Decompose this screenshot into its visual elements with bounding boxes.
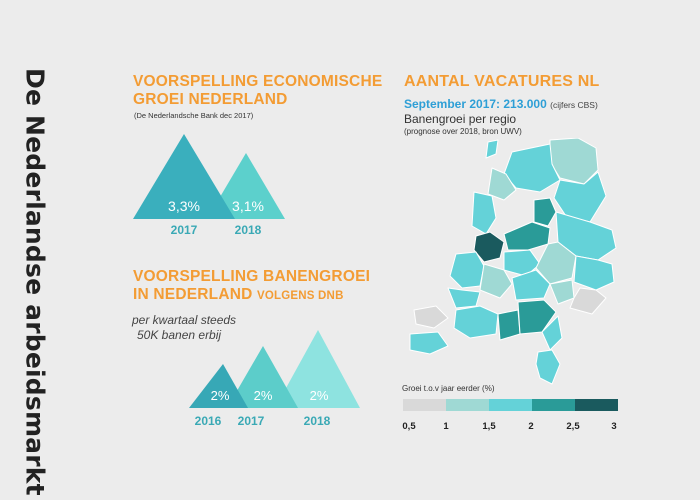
year-2018: 2018 bbox=[234, 223, 262, 237]
economic-source: (De Nederlandsche Bank dec 2017) bbox=[134, 111, 254, 120]
region-rijnmond bbox=[447, 287, 481, 309]
jobs-note-line1: per kwartaal steeds bbox=[132, 313, 237, 327]
vacancies-subtitle: Banengroei per regio bbox=[404, 112, 517, 126]
region-noord-limburg bbox=[541, 315, 563, 351]
legend-swatch-5 bbox=[575, 399, 618, 411]
triangle-jobs-2018 bbox=[275, 330, 360, 408]
region-rivierenland bbox=[511, 269, 551, 301]
triangle-jobs-2017 bbox=[227, 346, 298, 408]
jobs-value-2016: 2% bbox=[211, 388, 230, 403]
region-flevoland bbox=[503, 221, 551, 251]
vacancies-highlight: September 2017: 213.000 (cijfers CBS) bbox=[404, 97, 598, 111]
legend-tick-3: 2 bbox=[528, 421, 534, 432]
jobs-year-2016: 2016 bbox=[194, 414, 222, 428]
region-zeeland-islands bbox=[413, 305, 449, 329]
jobs-value-2017: 2% bbox=[254, 388, 273, 403]
triangle-jobs-2016 bbox=[189, 364, 248, 408]
legend-swatch-1 bbox=[403, 399, 446, 411]
jobs-title-line2: IN NEDERLAND bbox=[133, 286, 253, 303]
value-2018: 3,1% bbox=[232, 198, 264, 214]
legend-bar bbox=[403, 399, 618, 411]
jobs-title-suffix: VOLGENS DNB bbox=[257, 290, 344, 302]
region-wadden-island bbox=[485, 139, 499, 159]
legend-tick-1: 1 bbox=[443, 421, 449, 432]
jobs-year-2018: 2018 bbox=[303, 414, 331, 428]
jobs-title: VOORSPELLING BANENGROEI IN NEDERLAND VOL… bbox=[133, 268, 370, 305]
region-zuid-holland bbox=[479, 263, 513, 299]
vacancies-source: (cijfers CBS) bbox=[550, 100, 598, 110]
netherlands-region-map bbox=[409, 138, 617, 385]
region-zeeland bbox=[409, 331, 449, 355]
region-utrecht bbox=[503, 249, 541, 277]
year-2017: 2017 bbox=[170, 223, 198, 237]
legend-swatch-2 bbox=[446, 399, 489, 411]
economic-title-line1: VOORSPELLING ECONOMISCHE bbox=[133, 73, 383, 90]
region-amsterdam-dark bbox=[473, 231, 505, 263]
vacancies-subtitle-note: (prognose over 2018, bron UWV) bbox=[404, 127, 522, 136]
legend-swatch-4 bbox=[532, 399, 575, 411]
legend-tick-0: 0,5 bbox=[402, 421, 416, 432]
jobs-triangles: 2% 2% 2% bbox=[189, 330, 360, 408]
region-noord-holland-top bbox=[471, 191, 497, 235]
legend-title: Groei t.o.v jaar eerder (%) bbox=[402, 384, 495, 393]
region-friesland-west bbox=[487, 167, 517, 201]
economic-triangles: 3,3% 3,1% bbox=[133, 134, 285, 219]
region-east-grey bbox=[569, 287, 607, 315]
jobs-note: per kwartaal steeds 50K banen erbij bbox=[132, 313, 236, 343]
legend-tick-4: 2,5 bbox=[566, 421, 580, 432]
region-zuid-holland-west bbox=[449, 251, 485, 289]
region-arnhem bbox=[549, 279, 575, 305]
triangle-2017 bbox=[133, 134, 235, 219]
legend-tick-5: 3 bbox=[611, 421, 617, 432]
economic-title: VOORSPELLING ECONOMISCHE GROEI NEDERLAND bbox=[133, 73, 382, 109]
jobs-note-line2: 50K banen erbij bbox=[137, 328, 222, 342]
vacancies-count: September 2017: 213.000 bbox=[404, 97, 547, 111]
region-noordoost-brabant bbox=[517, 299, 557, 335]
jobs-value-2018: 2% bbox=[310, 388, 329, 403]
region-west-brabant bbox=[453, 305, 499, 339]
jobs-title-line1: VOORSPELLING BANENGROEI bbox=[133, 268, 371, 285]
region-midden-brabant bbox=[497, 309, 521, 341]
economic-title-line2: GROEI NEDERLAND bbox=[133, 91, 288, 108]
vacancies-title: AANTAL VACATURES NL bbox=[404, 73, 600, 90]
triangle-2018 bbox=[207, 153, 285, 219]
region-gelderland bbox=[535, 241, 577, 285]
region-achterhoek bbox=[573, 255, 615, 291]
legend-swatch-3 bbox=[489, 399, 532, 411]
legend-tick-2: 1,5 bbox=[482, 421, 496, 432]
value-2017: 3,3% bbox=[168, 198, 200, 214]
region-flevo-highlight bbox=[533, 197, 557, 227]
page-title: De Nederlandse arbeidsmarkt bbox=[20, 68, 50, 496]
jobs-year-2017: 2017 bbox=[237, 414, 265, 428]
region-zuid-limburg bbox=[535, 349, 561, 385]
region-drenthe bbox=[553, 171, 607, 223]
